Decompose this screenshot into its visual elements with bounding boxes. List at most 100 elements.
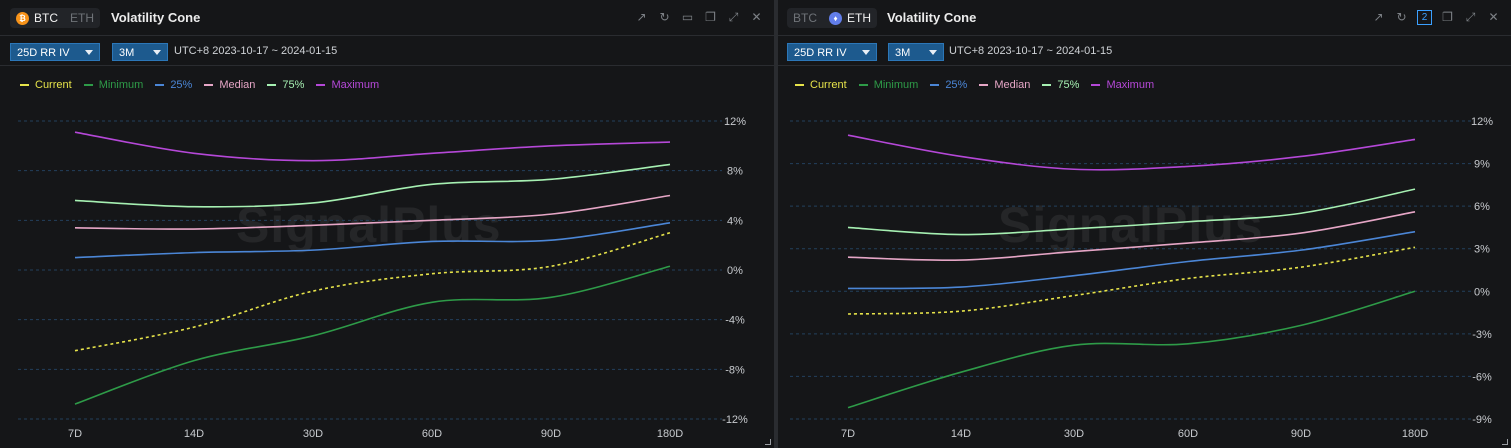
eth-volatility-cone-panel: BTC ♦ ETH Volatility Cone ↗ ↻ 2 ❐ ⤢ ✕ 25… <box>778 0 1511 448</box>
y-tick-label: 3% <box>1474 244 1490 256</box>
period-select-value: 3M <box>895 47 911 59</box>
legend-item-median[interactable]: Median <box>204 79 255 91</box>
x-tick-label: 14D <box>184 428 204 440</box>
legend-swatch <box>979 84 989 86</box>
legend-label: Median <box>994 79 1031 91</box>
legend-swatch <box>795 84 804 86</box>
series-line-75pct[interactable] <box>847 188 1416 236</box>
legend-item-maximum[interactable]: Maximum <box>316 79 379 91</box>
legend-label: 75% <box>1057 79 1080 91</box>
chevron-down-icon <box>85 50 93 55</box>
legend-item-75pct[interactable]: 75% <box>267 79 304 91</box>
legend-label: 25% <box>170 79 193 91</box>
metric-select[interactable]: 25D RR IV <box>787 43 877 61</box>
panel-toolbar: ↗ ↻ 2 ❐ ⤢ ✕ <box>1371 10 1501 25</box>
legend-item-75pct[interactable]: 75% <box>1042 79 1079 91</box>
chevron-down-icon <box>929 50 937 55</box>
series-line-minimum[interactable] <box>847 290 1416 409</box>
x-tick-label: 90D <box>1291 428 1311 440</box>
refresh-icon[interactable]: ↻ <box>1396 10 1407 24</box>
y-tick-label: 0% <box>1474 286 1490 298</box>
legend-label: Maximum <box>331 79 380 91</box>
legend-item-maximum[interactable]: Maximum <box>1091 79 1154 91</box>
y-tick-label: 9% <box>1474 159 1490 171</box>
tab-eth-label: ETH <box>70 11 94 25</box>
metric-select[interactable]: 25D RR IV <box>10 43 100 61</box>
y-tick-label: -8% <box>725 364 745 376</box>
series-line-maximum[interactable] <box>74 131 671 162</box>
controls-bar: 25D RR IV 3M UTC+8 2023-10-17 ~ 2024-01-… <box>0 36 774 66</box>
asset-tabs: BTC ♦ ETH <box>787 8 877 28</box>
tab-eth[interactable]: ETH <box>64 8 100 28</box>
legend-swatch <box>155 84 165 86</box>
copy-icon[interactable]: ❐ <box>705 10 716 24</box>
series-line-25pct[interactable] <box>74 222 671 259</box>
tab-btc-label: BTC <box>793 11 817 25</box>
x-tick-label: 60D <box>1178 428 1198 440</box>
legend-item-25pct[interactable]: 25% <box>155 79 192 91</box>
resize-handle[interactable] <box>765 439 771 445</box>
date-range: UTC+8 2023-10-17 ~ 2024-01-15 <box>174 45 338 57</box>
close-icon[interactable]: ✕ <box>1488 10 1499 24</box>
series-line-current[interactable] <box>74 231 671 352</box>
tab-eth-label: ETH <box>847 11 871 25</box>
legend-label: Median <box>219 79 256 91</box>
panel-divider[interactable] <box>774 0 778 448</box>
panel-header: BTC ♦ ETH Volatility Cone ↗ ↻ 2 ❐ ⤢ ✕ <box>778 0 1511 36</box>
legend-item-current[interactable]: Current <box>795 79 847 91</box>
series-line-median[interactable] <box>74 194 671 230</box>
x-tick-label: 14D <box>951 428 971 440</box>
y-tick-label: 8% <box>727 166 743 178</box>
series-line-current[interactable] <box>847 246 1416 315</box>
watermark-text: SignalPlus <box>236 197 502 253</box>
copy-icon[interactable]: ❐ <box>1442 10 1453 24</box>
legend-item-median[interactable]: Median <box>979 79 1030 91</box>
resize-handle[interactable] <box>1502 439 1508 445</box>
legend-item-25pct[interactable]: 25% <box>930 79 967 91</box>
legend-swatch <box>20 84 29 86</box>
legend-swatch <box>204 84 214 86</box>
legend-item-minimum[interactable]: Minimum <box>83 79 143 91</box>
chevron-down-icon <box>862 50 870 55</box>
panel-header: ₿ BTC ETH Volatility Cone ↗ ↻ ▭ ❐ ⤢ ✕ <box>0 0 774 36</box>
tab-btc-label: BTC <box>34 11 58 25</box>
series-line-75pct[interactable] <box>74 163 671 208</box>
x-tick-label: 180D <box>657 428 683 440</box>
x-tick-label: 90D <box>541 428 561 440</box>
eth-volatility-cone-chart: 12% 9% 6% 3% 0% -3% -6% -9% 7D 14D 30D 60D 90D 180D <box>790 116 1493 440</box>
legend-label: Minimum <box>873 79 919 91</box>
period-select[interactable]: 3M <box>112 43 168 61</box>
legend-swatch <box>1042 84 1052 86</box>
tab-eth[interactable]: ♦ ETH <box>823 8 877 28</box>
legend-swatch <box>858 84 868 86</box>
refresh-icon[interactable]: ↻ <box>659 10 670 24</box>
series-line-median[interactable] <box>847 211 1416 262</box>
external-link-icon[interactable]: ↗ <box>636 10 647 24</box>
legend-item-current[interactable]: Current <box>20 79 72 91</box>
series-line-minimum[interactable] <box>74 265 671 405</box>
legend-swatch <box>267 84 277 86</box>
badge-icon[interactable]: 2 <box>1417 10 1432 25</box>
series-line-maximum[interactable] <box>847 134 1416 171</box>
legend-item-minimum[interactable]: Minimum <box>858 79 919 91</box>
asset-tabs: ₿ BTC ETH <box>10 8 100 28</box>
period-select[interactable]: 3M <box>888 43 944 61</box>
close-icon[interactable]: ✕ <box>751 10 762 24</box>
external-link-icon[interactable]: ↗ <box>1373 10 1384 24</box>
folder-icon[interactable]: ▭ <box>681 10 694 24</box>
btc-volatility-cone-panel: ₿ BTC ETH Volatility Cone ↗ ↻ ▭ ❐ ⤢ ✕ 25… <box>0 0 774 445</box>
btc-volatility-cone-chart: 12% 8% 4% 0% -4% -8% -12% 7D 14D 30D 60D 90D 180D <box>18 116 748 440</box>
legend-swatch <box>1091 84 1101 86</box>
x-tick-label: 7D <box>68 428 82 440</box>
chevron-down-icon <box>153 50 161 55</box>
tab-btc[interactable]: BTC <box>787 8 823 28</box>
expand-icon[interactable]: ⤢ <box>728 10 739 24</box>
series-line-25pct[interactable] <box>847 230 1416 290</box>
y-tick-label: -4% <box>725 315 745 327</box>
expand-icon[interactable]: ⤢ <box>1465 10 1476 24</box>
y-tick-label: 12% <box>724 116 746 128</box>
y-tick-label: 12% <box>1471 116 1493 128</box>
chart-legend: Current Minimum 25% Median 75% Maximum <box>20 79 379 91</box>
tab-btc[interactable]: ₿ BTC <box>10 8 64 28</box>
controls-bar: 25D RR IV 3M UTC+8 2023-10-17 ~ 2024-01-… <box>778 36 1511 66</box>
